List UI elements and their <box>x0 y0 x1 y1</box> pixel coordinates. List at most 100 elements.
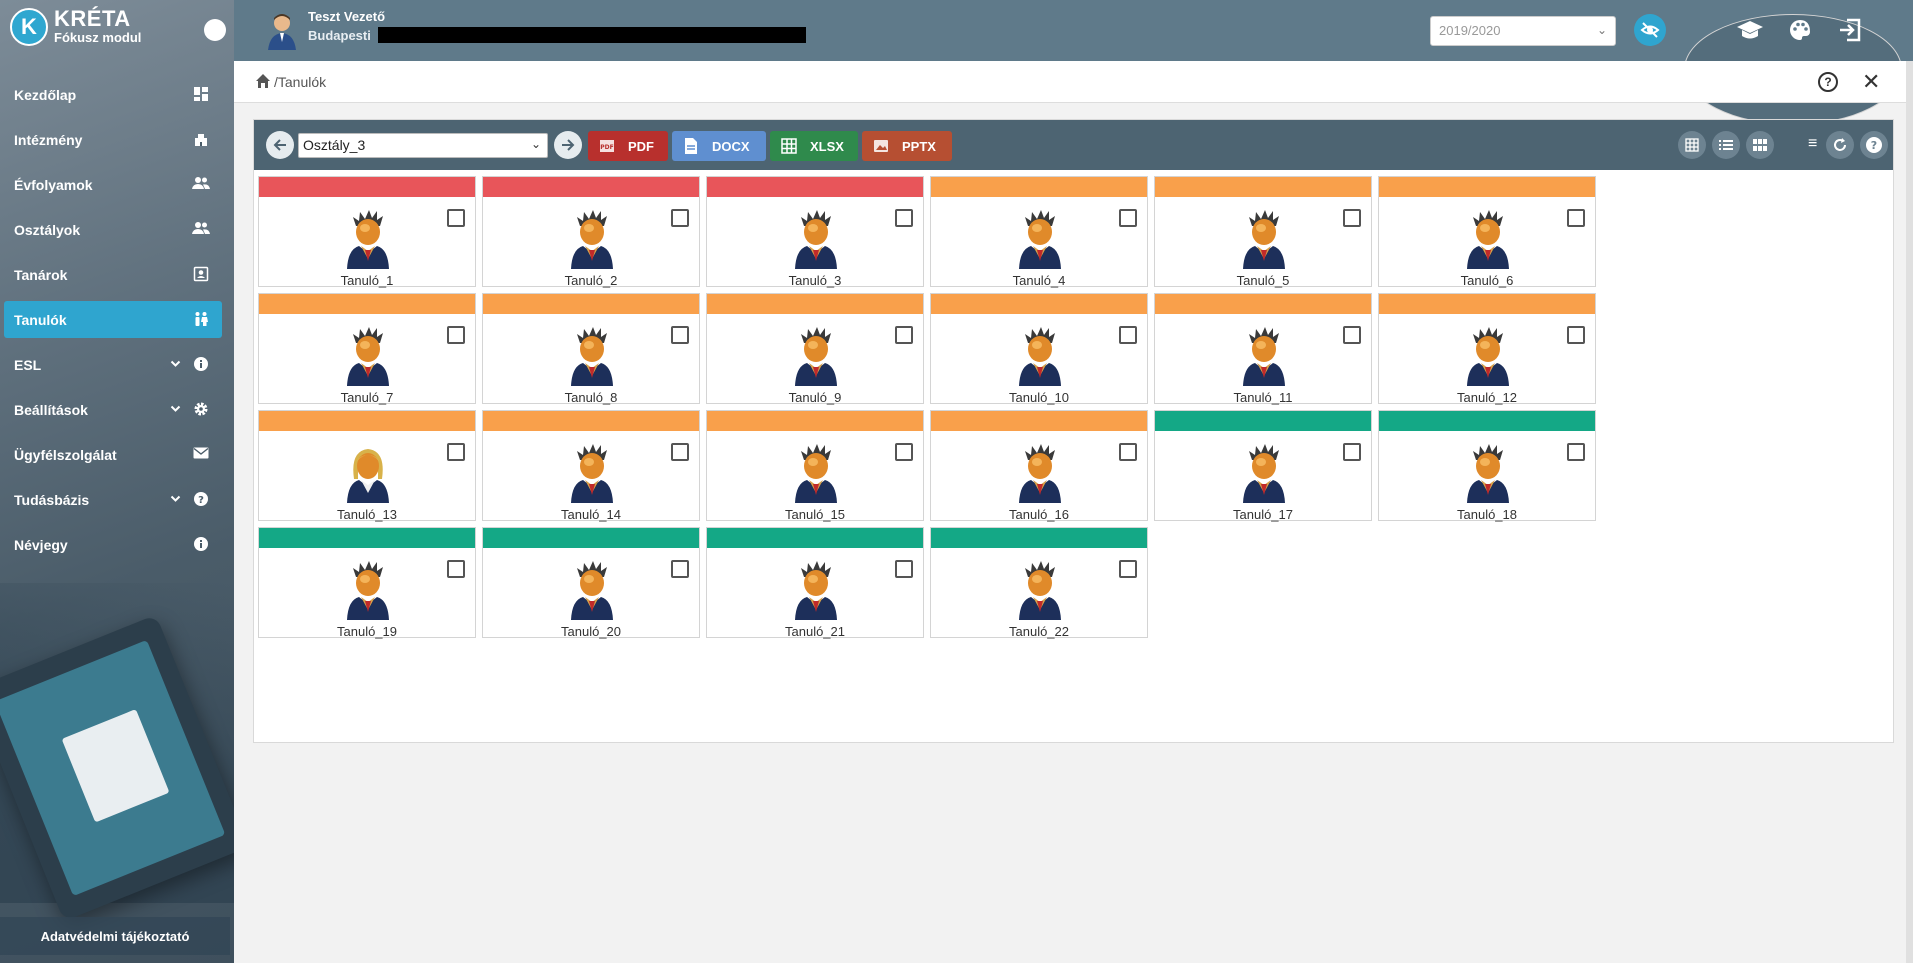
privacy-link[interactable]: Adatvédelmi tájékoztató <box>0 917 230 955</box>
student-name: Tanuló_10 <box>1009 390 1069 405</box>
select-checkbox[interactable] <box>1119 209 1137 227</box>
close-button[interactable]: ✕ <box>1862 69 1881 94</box>
student-card[interactable]: Tanuló_3 <box>706 176 924 288</box>
student-card[interactable]: Tanuló_1 <box>258 176 476 288</box>
page-scrollbar[interactable] <box>1906 61 1913 963</box>
student-card[interactable]: Tanuló_12 <box>1378 293 1596 405</box>
student-avatar-icon <box>1241 443 1287 503</box>
sidebar-item-intézmény[interactable]: Intézmény <box>4 121 222 158</box>
student-card[interactable]: Tanuló_5 <box>1154 176 1372 288</box>
student-card[interactable]: Tanuló_22 <box>930 527 1148 639</box>
status-bar <box>931 294 1147 314</box>
student-card[interactable]: Tanuló_11 <box>1154 293 1372 405</box>
student-card[interactable]: Tanuló_8 <box>482 293 700 405</box>
sidebar-item-beállítások[interactable]: Beállítások <box>4 391 222 428</box>
select-checkbox[interactable] <box>1119 560 1137 578</box>
view-tiles-button[interactable] <box>1746 131 1774 159</box>
sidebar-item-tudásbázis[interactable]: Tudásbázis? <box>4 481 222 518</box>
sidebar-item-kezdőlap[interactable]: Kezdőlap <box>4 76 222 113</box>
sidebar-item-tanárok[interactable]: Tanárok <box>4 256 222 293</box>
select-checkbox[interactable] <box>671 443 689 461</box>
list-icon <box>1719 140 1733 150</box>
view-list-button[interactable] <box>1712 131 1740 159</box>
export-docx-button[interactable]: DOCX <box>672 131 766 161</box>
help-button[interactable]: ? <box>1818 72 1838 92</box>
sidebar-item-évfolyamok[interactable]: Évfolyamok <box>4 166 222 203</box>
toolbar-help-button[interactable]: ? <box>1860 131 1888 159</box>
brand[interactable]: K KRÉTA Fókusz modul <box>10 8 141 46</box>
visibility-toggle-button[interactable] <box>1634 14 1666 46</box>
user-name: Teszt Vezető <box>308 9 386 24</box>
school-year-select[interactable]: 2019/2020 ⌄ <box>1430 16 1616 46</box>
student-name: Tanuló_3 <box>788 273 842 288</box>
select-checkbox[interactable] <box>895 560 913 578</box>
select-checkbox[interactable] <box>447 326 465 344</box>
user-avatar-icon[interactable] <box>266 12 298 50</box>
select-checkbox[interactable] <box>895 326 913 344</box>
student-card[interactable]: Tanuló_14 <box>482 410 700 522</box>
sidebar-item-esl[interactable]: ESL <box>4 346 222 383</box>
student-card[interactable]: Tanuló_6 <box>1378 176 1596 288</box>
select-checkbox[interactable] <box>1343 326 1361 344</box>
graduation-cap-icon <box>1737 21 1763 39</box>
sidebar-toggle-button[interactable] <box>204 19 226 41</box>
select-checkbox[interactable] <box>1119 443 1137 461</box>
education-button[interactable] <box>1734 14 1766 46</box>
home-icon[interactable] <box>254 72 272 90</box>
select-checkbox[interactable] <box>1343 209 1361 227</box>
student-name: Tanuló_12 <box>1457 390 1517 405</box>
theme-button[interactable] <box>1784 14 1816 46</box>
student-card[interactable]: Tanuló_4 <box>930 176 1148 288</box>
refresh-button[interactable] <box>1826 131 1854 159</box>
export-pptx-button[interactable]: PPTX <box>862 131 952 161</box>
select-checkbox[interactable] <box>1343 443 1361 461</box>
sidebar-item-ügyfélszolgálat[interactable]: Ügyfélszolgálat <box>4 436 222 473</box>
select-checkbox[interactable] <box>895 443 913 461</box>
student-card[interactable]: Tanuló_13 <box>258 410 476 522</box>
student-card[interactable]: Tanuló_2 <box>482 176 700 288</box>
menu-icon[interactable]: ≡ <box>1808 135 1818 152</box>
sidebar-item-tanulók[interactable]: Tanulók <box>4 301 222 338</box>
sidebar-item-label: Ügyfélszolgálat <box>14 446 117 463</box>
student-card[interactable]: Tanuló_18 <box>1378 410 1596 522</box>
sidebar-item-osztályok[interactable]: Osztályok <box>4 211 222 248</box>
select-checkbox[interactable] <box>1567 443 1585 461</box>
previous-class-button[interactable] <box>266 131 294 159</box>
student-card[interactable]: Tanuló_7 <box>258 293 476 405</box>
student-card[interactable]: Tanuló_9 <box>706 293 924 405</box>
export-xlsx-button[interactable]: XLSX <box>770 131 858 161</box>
select-checkbox[interactable] <box>1119 326 1137 344</box>
breadcrumb: /Tanulók <box>274 74 327 90</box>
view-grid-small-button[interactable] <box>1678 131 1706 159</box>
student-name: Tanuló_18 <box>1457 507 1517 522</box>
select-checkbox[interactable] <box>671 560 689 578</box>
status-bar <box>707 411 923 431</box>
student-card[interactable]: Tanuló_19 <box>258 527 476 639</box>
student-card[interactable]: Tanuló_15 <box>706 410 924 522</box>
select-checkbox[interactable] <box>1567 326 1585 344</box>
logout-button[interactable] <box>1834 14 1866 46</box>
select-checkbox[interactable] <box>671 209 689 227</box>
sidebar-item-label: Beállítások <box>14 401 88 418</box>
student-card[interactable]: Tanuló_16 <box>930 410 1148 522</box>
class-select[interactable]: Osztály_3 ⌄ <box>298 133 548 158</box>
next-class-button[interactable] <box>554 131 582 159</box>
student-card[interactable]: Tanuló_21 <box>706 527 924 639</box>
select-checkbox[interactable] <box>447 443 465 461</box>
student-card[interactable]: Tanuló_10 <box>930 293 1148 405</box>
student-card[interactable]: Tanuló_17 <box>1154 410 1372 522</box>
select-checkbox[interactable] <box>671 326 689 344</box>
student-card[interactable]: Tanuló_20 <box>482 527 700 639</box>
export-pdf-button[interactable]: PDF PDF <box>588 131 668 161</box>
select-checkbox[interactable] <box>895 209 913 227</box>
student-name: Tanuló_2 <box>564 273 618 288</box>
svg-text:PDF: PDF <box>600 144 613 151</box>
sidebar-item-névjegy[interactable]: Névjegy <box>4 526 222 563</box>
student-avatar-icon <box>1017 443 1063 503</box>
student-name: Tanuló_6 <box>1460 273 1514 288</box>
student-avatar-icon <box>569 326 615 386</box>
select-checkbox[interactable] <box>1567 209 1585 227</box>
select-checkbox[interactable] <box>447 560 465 578</box>
student-avatar-icon <box>1465 443 1511 503</box>
select-checkbox[interactable] <box>447 209 465 227</box>
